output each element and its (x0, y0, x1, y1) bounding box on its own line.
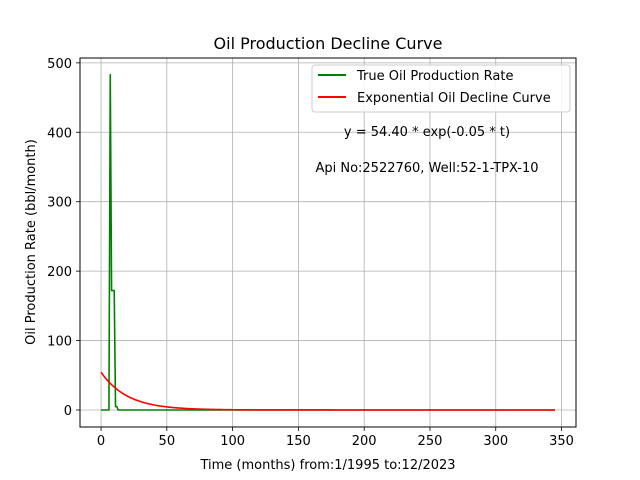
plot-frame (79, 57, 577, 428)
x-tick-label: 250 (418, 434, 443, 449)
series-line-true-rate (101, 73, 555, 411)
y-tick-label: 300 (47, 196, 72, 211)
x-tick-label: 100 (220, 434, 245, 449)
x-tick-label: 0 (97, 434, 105, 449)
series-layer (100, 73, 555, 411)
x-tick-label: 150 (286, 434, 311, 449)
x-axis-label: Time (months) from:1/1995 to:12/2023 (199, 458, 455, 473)
x-tick-label: 200 (352, 434, 377, 449)
y-tick-label: 400 (47, 126, 72, 141)
y-axis-label: Oil Production Rate (bbl/month) (24, 139, 39, 345)
x-tick-label: 50 (159, 434, 176, 449)
y-tick-label: 200 (47, 265, 72, 280)
legend: True Oil Production Rate Exponential Oil… (311, 64, 571, 113)
series-line-decline-curve (100, 371, 555, 411)
legend-label-true-rate: True Oil Production Rate (356, 69, 513, 84)
x-tick-label: 300 (483, 434, 508, 449)
legend-box (311, 64, 571, 113)
well-annotation: Api No:2522760, Well:52-1-TPX-10 (315, 161, 538, 176)
y-tick-label: 500 (47, 57, 72, 72)
y-tick-label: 100 (47, 335, 72, 350)
chart-title: Oil Production Decline Curve (214, 34, 443, 53)
x-tick-label: 350 (549, 434, 574, 449)
legend-label-decline-curve: Exponential Oil Decline Curve (357, 91, 551, 106)
y-tick-label: 0 (64, 404, 72, 419)
equation-annotation: y = 54.40 * exp(-0.05 * t) (344, 125, 510, 140)
axis-ticks: 0 50 100 150 200 250 300 350 0 100 200 300 400 500 (47, 57, 574, 449)
